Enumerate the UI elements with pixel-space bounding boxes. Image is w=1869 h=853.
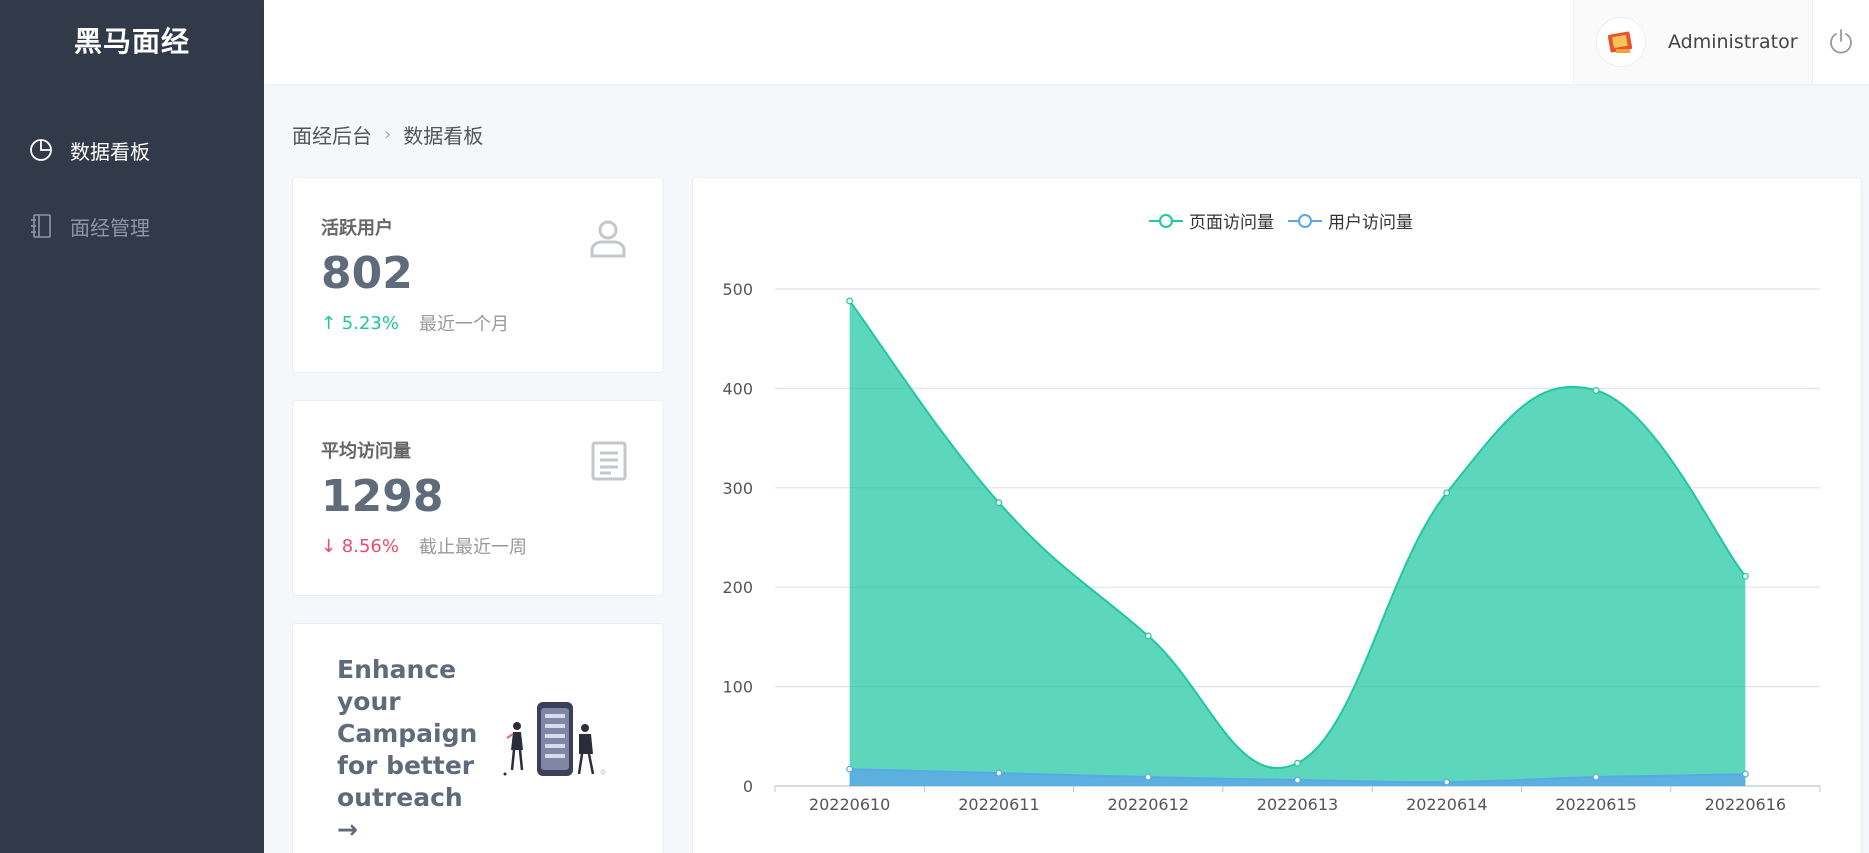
data-point — [1741, 572, 1749, 580]
breadcrumb-current: 数据看板 — [403, 124, 484, 148]
power-icon — [1830, 29, 1852, 54]
chevron-right-icon: › — [384, 124, 392, 145]
data-point — [846, 297, 854, 305]
pie-chart-icon — [28, 137, 54, 163]
data-point — [1144, 632, 1152, 640]
app-logo: 黑马面经 — [73, 25, 190, 58]
stat-value: 1298 — [321, 471, 444, 522]
marketing-illustration — [499, 694, 609, 798]
legend-label: 用户访问量 — [1328, 213, 1413, 233]
promo-card[interactable]: Enhance your Campaign for better outreac… — [292, 623, 664, 853]
y-tick-label: 400 — [722, 379, 753, 398]
user-name: Administrator — [1668, 31, 1798, 53]
sidebar: 黑马面经 数据看板 面经管理 — [0, 0, 264, 853]
sidebar-item-dashboard[interactable]: 数据看板 — [0, 112, 264, 188]
breadcrumb: 面经后台 › 数据看板 — [292, 120, 483, 149]
notebook-icon — [28, 213, 54, 239]
stat-value: 802 — [321, 248, 413, 299]
avatar — [1596, 17, 1646, 67]
legend-item-user-views[interactable]: 用户访问量 — [1288, 208, 1413, 233]
stat-card-average-visits: 平均访问量 1298 ↓ 8.56% 截止最近一周 — [292, 400, 664, 596]
data-point — [1144, 773, 1152, 781]
x-tick-label: 20220612 — [1107, 795, 1188, 814]
data-point — [995, 499, 1003, 507]
user-menu[interactable]: Administrator — [1573, 0, 1813, 84]
chart-card: 页面访问量 用户访问量 0 100 200 300 400 500 20220610 2022… — [692, 177, 1862, 853]
data-point — [1741, 770, 1749, 778]
legend-label: 页面访问量 — [1189, 213, 1274, 233]
x-tick-label: 20220611 — [958, 795, 1039, 814]
data-point — [846, 765, 854, 773]
sidebar-item-label: 数据看板 — [70, 139, 150, 164]
user-icon — [589, 218, 627, 262]
x-tick-label: 20220614 — [1406, 795, 1487, 814]
logout-button[interactable] — [1813, 0, 1869, 84]
stat-title: 平均访问量 — [321, 441, 411, 462]
series-page-views-area — [849, 300, 1746, 786]
x-tick-label: 20220610 — [809, 795, 890, 814]
data-point — [995, 769, 1003, 777]
series-user-views-area — [849, 769, 1746, 786]
stat-card-active-users: 活跃用户 802 ↑ 5.23% 最近一个月 — [292, 177, 664, 373]
x-tick-label: 20220613 — [1257, 795, 1338, 814]
trend-badge: ↑ 5.23% — [321, 312, 399, 334]
stat-note: 最近一个月 — [419, 314, 509, 335]
sidebar-item-interview-management[interactable]: 面经管理 — [0, 188, 264, 264]
breadcrumb-root[interactable]: 面经后台 — [292, 124, 372, 148]
legend-item-page-views[interactable]: 页面访问量 — [1149, 208, 1274, 233]
chart-legend: 页面访问量 用户访问量 — [1149, 208, 1427, 233]
promo-text: Enhance your Campaign for better outreac… — [337, 655, 478, 844]
trend-badge: ↓ 8.56% — [321, 535, 399, 557]
data-point — [1443, 778, 1451, 786]
stat-title: 活跃用户 — [321, 218, 393, 239]
y-tick-label: 0 — [743, 777, 753, 796]
area-chart: 0 100 200 300 400 500 20220610 20220611 20220612… — [722, 280, 1821, 814]
data-point — [1294, 759, 1301, 767]
data-point — [1592, 773, 1600, 781]
x-tick-label: 20220616 — [1705, 795, 1786, 814]
y-tick-label: 500 — [722, 280, 753, 299]
data-point — [1443, 489, 1451, 497]
stat-note: 截止最近一周 — [419, 537, 527, 558]
x-tick-label: 20220615 — [1555, 795, 1636, 814]
y-tick-label: 300 — [722, 479, 753, 498]
top-header: Administrator — [264, 0, 1869, 84]
data-point — [1592, 386, 1600, 394]
y-tick-label: 100 — [722, 678, 753, 697]
data-point — [1294, 776, 1301, 784]
document-icon — [591, 441, 627, 485]
sidebar-item-label: 面经管理 — [70, 215, 150, 240]
y-tick-label: 200 — [722, 578, 753, 597]
